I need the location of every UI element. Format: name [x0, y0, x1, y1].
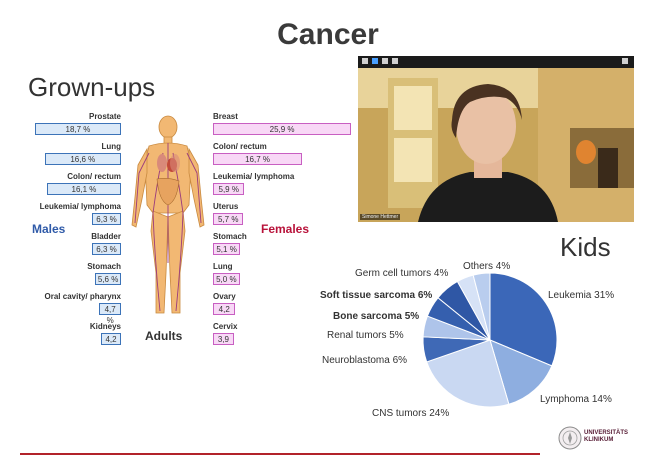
grid-icon[interactable]	[392, 58, 398, 64]
grownups-heading: Grown-ups	[28, 72, 156, 102]
male-cancer-label: Stomach	[87, 262, 121, 271]
participant-name: Simone Hettmer	[360, 214, 401, 220]
males-label: Males	[32, 222, 66, 236]
female-cancer-bar: 5,1 %	[213, 243, 241, 255]
male-cancer-bar: 6,3 %	[92, 213, 121, 225]
female-cancer-bar: 5,0 %	[213, 273, 240, 285]
female-cancer-bar: 16,7 %	[213, 153, 303, 165]
pie-slice-label: Renal tumors 5%	[327, 330, 404, 341]
participant-video[interactable]	[358, 68, 634, 222]
pie-slice-label: Soft tissue sarcoma 6%	[320, 290, 433, 301]
layout-icon[interactable]	[382, 58, 388, 64]
female-cancer-label: Leukemia/ lymphoma	[213, 172, 295, 181]
male-cancer-label: Colon/ rectum	[67, 172, 121, 181]
pie-slice-label: Leukemia 31%	[548, 290, 615, 301]
male-cancer-label: Prostate	[88, 112, 121, 121]
male-cancer-label: Lung	[101, 142, 121, 151]
pie-slice	[489, 272, 558, 367]
camera-icon[interactable]	[372, 58, 378, 64]
male-cancer-label: Bladder	[91, 232, 121, 241]
minimize-icon[interactable]	[362, 58, 368, 64]
logo-line-2: KLINIKUM	[584, 437, 614, 443]
video-toolbar[interactable]	[358, 56, 634, 68]
male-cancer-bar: 5,6 %	[95, 273, 121, 285]
expand-icon[interactable]	[622, 58, 628, 64]
male-cancer-label: Kidneys	[89, 322, 121, 331]
female-cancer-label: Breast	[213, 112, 238, 121]
slide-title: Cancer	[277, 18, 379, 51]
footer-divider	[20, 453, 540, 455]
pie-slice	[489, 339, 553, 405]
female-cancer-bar: 3,9	[213, 333, 234, 345]
female-cancer-label: Stomach	[213, 232, 247, 241]
female-cancer-label: Cervix	[213, 322, 238, 331]
females-label: Females	[261, 222, 310, 236]
kids-heading: Kids	[560, 232, 611, 262]
pie-slice-label: Lymphoma 14%	[540, 394, 612, 405]
male-cancer-bar: 4,2	[101, 333, 121, 345]
male-cancer-label: Leukemia/ lymphoma	[39, 202, 121, 211]
female-cancer-bar: 5,9 %	[213, 183, 245, 195]
male-cancer-label: Oral cavity/ pharynx	[44, 292, 121, 301]
university-seal-icon	[558, 426, 582, 450]
pie-slice-label: Bone sarcoma 5%	[333, 311, 420, 322]
male-cancer-bar: 4,7 %	[99, 303, 121, 325]
kids-pie-chart	[422, 272, 558, 408]
adults-label: Adults	[145, 329, 183, 343]
male-cancer-bar: 16,1 %	[46, 183, 121, 195]
pie-slice	[426, 339, 510, 408]
pie-slice-label: Neuroblastoma 6%	[322, 355, 408, 366]
male-cancer-bar: 16,6 %	[44, 153, 121, 165]
female-cancer-bar: 25,9 %	[213, 123, 352, 135]
female-cancer-bar: 4,2	[213, 303, 236, 315]
female-cancer-label: Colon/ rectum	[213, 142, 267, 151]
human-body-figure	[131, 115, 205, 314]
female-cancer-label: Uterus	[213, 202, 239, 211]
pie-slice-label: Germ cell tumors 4%	[355, 268, 449, 279]
pie-slice	[472, 272, 491, 341]
female-cancer-bar: 5,7 %	[213, 213, 244, 225]
pie-slice-label: Others 4%	[463, 261, 511, 272]
logo-line-1: UNIVERSITÄTS	[584, 430, 629, 436]
logo-text: UNIVERSITÄTS KLINIKUM	[584, 430, 628, 444]
male-cancer-bar: 6,3 %	[92, 243, 121, 255]
female-cancer-label: Lung	[213, 262, 233, 271]
female-cancer-label: Ovary	[213, 292, 236, 301]
pie-slice-label: CNS tumors 24%	[372, 408, 450, 419]
male-cancer-bar: 18,7 %	[34, 123, 121, 135]
